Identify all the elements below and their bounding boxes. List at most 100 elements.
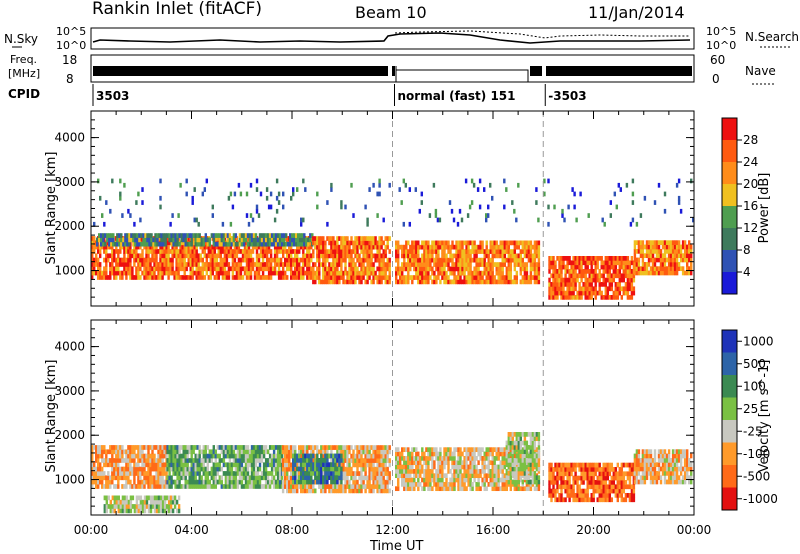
heatmap-cell <box>354 236 357 241</box>
heatmap-cell <box>322 462 325 468</box>
heatmap-cell <box>199 266 202 272</box>
heatmap-cell <box>147 466 150 472</box>
heatmap-cell <box>256 458 260 463</box>
heatmap-cell <box>388 249 391 254</box>
heatmap-cell <box>572 290 575 296</box>
heatmap-cell <box>268 471 272 476</box>
heatmap-cell <box>125 275 128 280</box>
heatmap-cell <box>218 475 222 481</box>
heatmap-cell <box>232 449 236 455</box>
heatmap-cell <box>209 262 213 267</box>
heatmap-cell <box>213 266 217 272</box>
heatmap-cell <box>671 257 675 263</box>
heatmap-cell <box>533 262 537 267</box>
heatmap-cell <box>608 286 612 292</box>
heatmap-cell <box>348 488 351 494</box>
heatmap-cell <box>153 249 156 254</box>
heatmap-cell <box>306 466 309 472</box>
heatmap-cell <box>614 290 618 296</box>
heatmap-cell <box>162 233 165 238</box>
heatmap-cell <box>572 273 575 279</box>
heatmap-cell <box>437 244 440 250</box>
heatmap-cell <box>397 477 400 483</box>
heatmap-cell <box>168 466 171 472</box>
heatmap-cell <box>265 262 269 267</box>
heatmap-cell <box>127 266 130 272</box>
heatmap-cell <box>193 270 196 276</box>
heatmap-cell <box>471 460 474 466</box>
heatmap-cell <box>491 270 494 276</box>
heatmap-cell <box>368 187 371 192</box>
heatmap-cell <box>324 266 327 272</box>
heatmap-cell <box>467 270 470 276</box>
heatmap-cell <box>401 464 404 470</box>
heatmap-cell <box>378 266 381 272</box>
heatmap-cell <box>513 275 517 280</box>
heatmap-cell <box>366 475 369 481</box>
heatmap-cell <box>230 466 234 472</box>
heatmap-cell <box>459 486 462 492</box>
heatmap-cell <box>200 479 203 485</box>
heatmap-cell <box>671 270 675 276</box>
heatmap-cell <box>219 253 223 259</box>
heatmap-cell <box>427 279 430 285</box>
heatmap-cell <box>328 462 331 468</box>
heatmap-cell <box>299 237 302 243</box>
heatmap-cell <box>548 282 551 287</box>
heatmap-cell <box>204 471 208 476</box>
heatmap-cell <box>312 471 315 476</box>
heatmap-cell <box>243 270 247 276</box>
heatmap-cell <box>661 257 665 263</box>
heatmap-cell <box>109 270 112 276</box>
heatmap-cell <box>218 233 222 238</box>
heatmap-cell <box>562 290 565 296</box>
heatmap-cell <box>342 236 345 241</box>
heatmap-cell <box>166 233 169 238</box>
heatmap-cell <box>202 241 206 247</box>
heatmap-cell <box>362 253 365 259</box>
heatmap-cell <box>248 462 252 468</box>
noise-y-top-left: 10^5 <box>56 25 86 38</box>
heatmap-cell <box>618 269 622 274</box>
heatmap-cell <box>669 270 673 276</box>
heatmap-cell <box>431 477 434 483</box>
heatmap-cell <box>137 453 140 459</box>
heatmap-cell <box>376 244 379 250</box>
heatmap-cell <box>388 270 391 276</box>
heatmap-cell <box>272 237 276 243</box>
heatmap-cell <box>352 244 355 250</box>
heatmap-cell <box>133 445 136 450</box>
heatmap-cell <box>95 458 98 463</box>
heatmap-cell <box>374 253 377 259</box>
heatmap-cell <box>179 249 182 254</box>
heatmap-cell <box>143 257 146 263</box>
heatmap-cell <box>521 266 525 272</box>
heatmap-cell <box>181 240 184 246</box>
heatmap-cell <box>612 277 616 283</box>
heatmap-cell <box>340 475 343 481</box>
heatmap-cell <box>399 279 402 285</box>
heatmap-cell <box>477 257 480 263</box>
heatmap-cell <box>562 256 565 261</box>
heatmap-cell <box>590 290 593 296</box>
heatmap-cell <box>290 253 293 259</box>
heatmap-cell <box>463 477 466 483</box>
heatmap-cell <box>475 249 478 254</box>
heatmap-cell <box>397 279 400 285</box>
heatmap-cell <box>453 279 456 285</box>
heatmap-cell <box>127 208 130 214</box>
heatmap-cell <box>683 257 687 263</box>
heatmap-cell <box>242 453 246 459</box>
heatmap-cell <box>97 244 100 250</box>
noise-frame <box>90 27 695 50</box>
heatmap-cell <box>274 484 278 489</box>
heatmap-cell <box>91 462 94 468</box>
heatmap-cell <box>441 464 444 470</box>
heatmap-cell <box>201 257 205 263</box>
heatmap-cell <box>278 471 282 476</box>
heatmap-cell <box>679 244 683 250</box>
heatmap-cell <box>447 257 450 263</box>
heatmap-cell <box>93 221 96 227</box>
heatmap-cell <box>103 244 106 250</box>
heatmap-cell <box>397 486 400 492</box>
